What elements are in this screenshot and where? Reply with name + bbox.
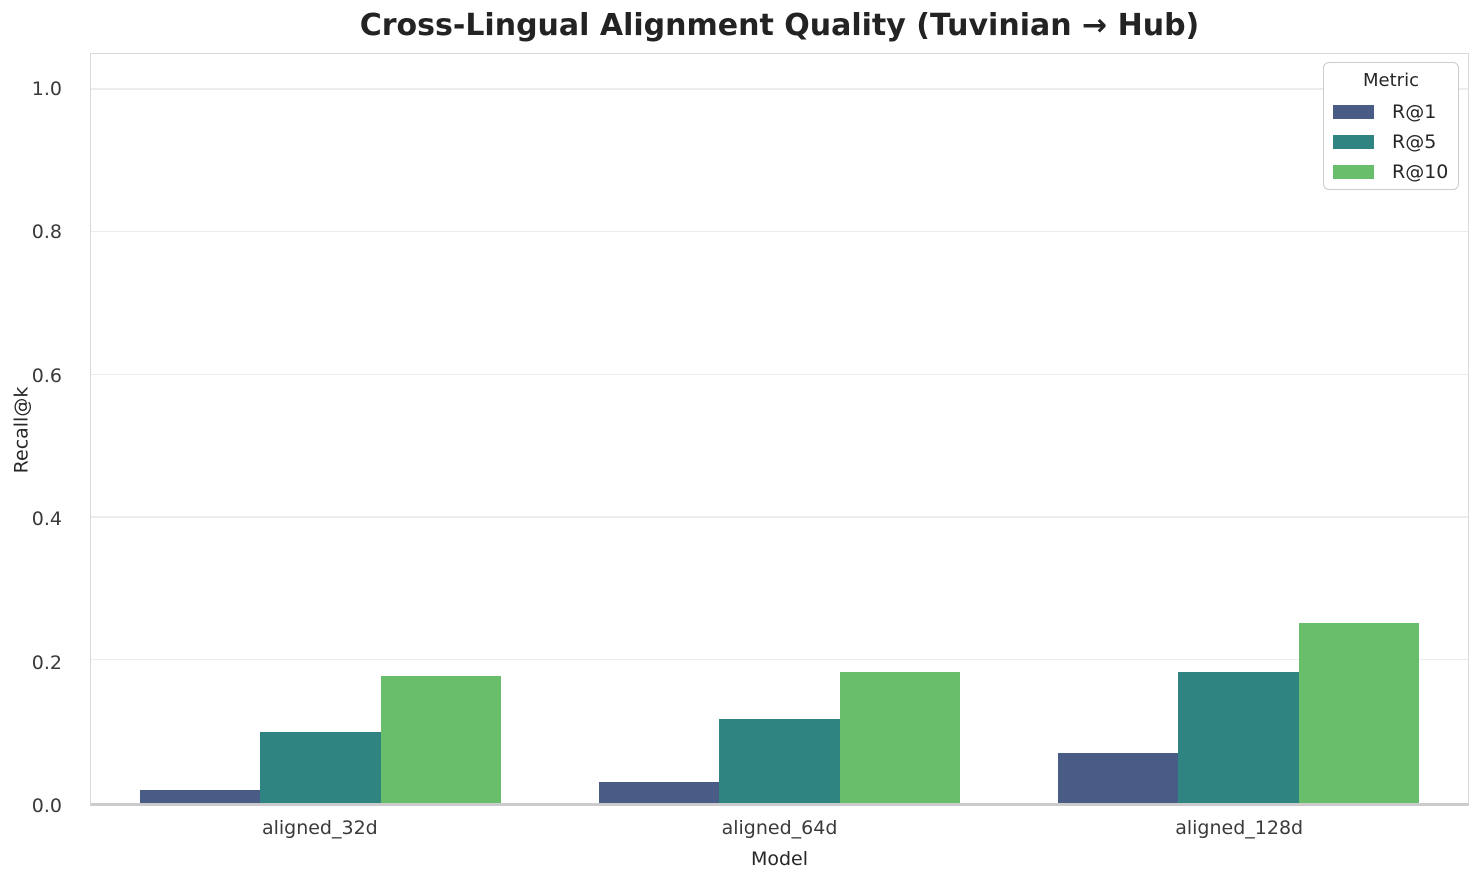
x-axis-ticks: aligned_32d aligned_64d aligned_128d — [90, 817, 1469, 839]
plot-area — [90, 53, 1469, 806]
bar-group-aligned_32d — [91, 54, 550, 803]
y-tick-label-1.0: 1.0 — [31, 77, 62, 100]
bar-R@5-aligned_32d — [260, 731, 381, 803]
legend-items: R@1 R@5 R@10 — [1333, 101, 1458, 183]
legend-label-R@5: R@5 — [1392, 131, 1437, 153]
legend: Metric R@1 R@5 R@10 — [1323, 62, 1459, 190]
legend-title: Metric — [1363, 70, 1419, 91]
x-tick-label-aligned_32d: aligned_32d — [261, 817, 378, 839]
gridline-1.0 — [91, 88, 1468, 90]
legend-item-R@5: R@5 — [1333, 131, 1458, 153]
y-tick-label-0.2: 0.2 — [31, 651, 62, 674]
bar-R@5-aligned_64d — [719, 718, 840, 803]
bar-R@1-aligned_64d — [599, 781, 720, 803]
bar-groups — [91, 54, 1468, 803]
legend-swatch-R@5 — [1333, 135, 1374, 149]
legend-item-R@1: R@1 — [1333, 101, 1458, 123]
gridline-0.6 — [91, 373, 1468, 375]
gridline-0.8 — [91, 230, 1468, 233]
bar-R@1-aligned_128d — [1058, 753, 1179, 803]
bar-R@1-aligned_32d — [140, 790, 261, 803]
y-axis-ticks: 0.0 0.2 0.4 0.6 0.8 1.0 — [0, 53, 76, 817]
x-tick-label-aligned_128d: aligned_128d — [1175, 817, 1304, 839]
chart-title: Cross-Lingual Alignment Quality (Tuvinia… — [359, 8, 1200, 43]
legend-swatch-R@10 — [1333, 165, 1374, 179]
bar-group-aligned_64d — [550, 54, 1009, 803]
y-tick-label-0.6: 0.6 — [31, 364, 62, 387]
bar-R@10-aligned_32d — [380, 676, 501, 803]
gridline-0.2 — [91, 658, 1468, 661]
bar-R@5-aligned_128d — [1178, 671, 1299, 803]
y-tick-label-0.0: 0.0 — [31, 795, 62, 817]
legend-label-R@10: R@10 — [1392, 161, 1449, 183]
bar-group-aligned_128d — [1009, 54, 1468, 803]
bar-R@10-aligned_128d — [1298, 623, 1419, 803]
y-tick-label-0.8: 0.8 — [31, 221, 62, 244]
legend-label-R@1: R@1 — [1392, 101, 1437, 123]
legend-item-R@10: R@10 — [1333, 161, 1458, 183]
legend-swatch-R@1 — [1333, 105, 1374, 119]
x-tick-label-aligned_64d: aligned_64d — [721, 817, 838, 839]
x-axis-label: Model — [750, 848, 809, 870]
gridline-0.4 — [91, 516, 1468, 518]
bar-R@10-aligned_64d — [839, 671, 960, 803]
y-tick-label-0.4: 0.4 — [31, 508, 62, 531]
